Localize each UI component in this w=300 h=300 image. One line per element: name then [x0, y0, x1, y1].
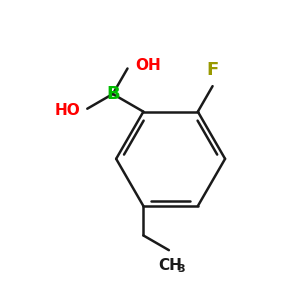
- Text: OH: OH: [135, 58, 160, 73]
- Text: B: B: [106, 85, 120, 103]
- Text: CH: CH: [158, 257, 182, 272]
- Text: 3: 3: [177, 264, 185, 274]
- Text: HO: HO: [54, 103, 80, 118]
- Text: F: F: [206, 61, 219, 79]
